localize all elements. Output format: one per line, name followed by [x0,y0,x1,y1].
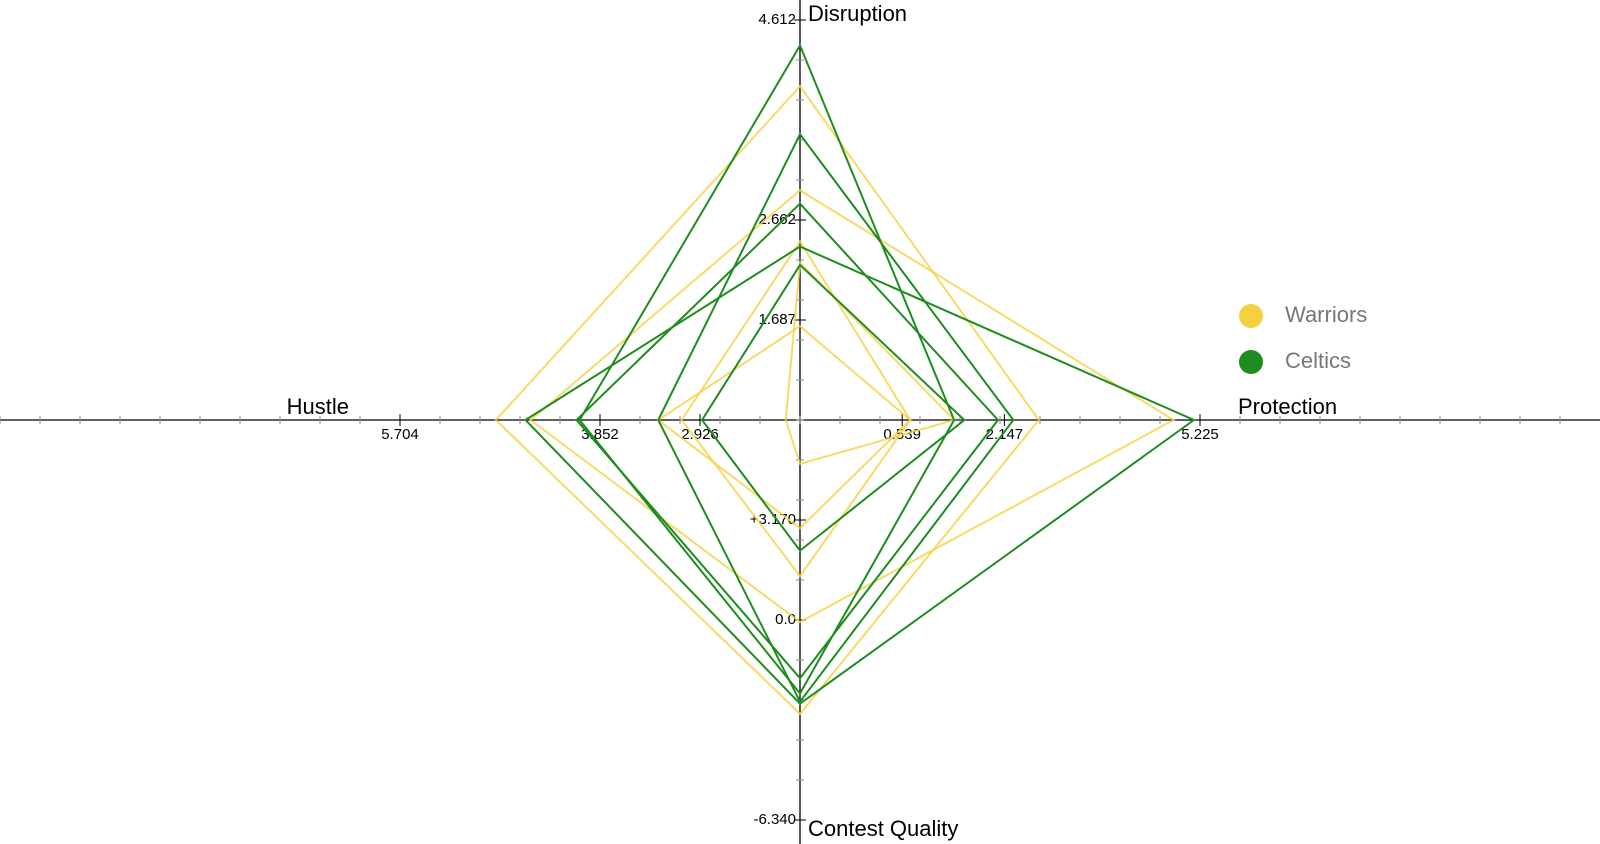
player-shape [700,263,966,553]
player-shape [523,245,1196,706]
legend-label: Warriors [1285,302,1367,327]
tick-label: 5.225 [1181,426,1219,443]
tick-label: 1.687 [758,311,796,328]
tick-label: 5.704 [381,426,419,443]
tick-label: 2.662 [758,211,796,228]
player-shape [784,260,957,466]
legend-label: Celtics [1285,348,1351,373]
axis-label: Hustle [287,394,349,419]
player-shape [494,84,1041,716]
legend-swatch [1239,350,1263,374]
tick-label: 3.852 [581,426,619,443]
legend-swatch [1239,304,1263,328]
tick-label: 4.612 [758,11,796,28]
tick-label: -6.340 [753,811,796,828]
tick-label: 0.0 [775,611,796,628]
axis-label: Disruption [808,1,907,26]
tick-label: 2.147 [986,426,1024,443]
axis-label: Protection [1238,394,1337,419]
axis-label: Contest Quality [808,816,958,841]
player-shape [528,189,1176,624]
player-shape [680,239,912,578]
player-shape [657,132,1015,704]
player-shape [656,324,912,530]
player-shape [575,202,1000,680]
player-shape [578,43,956,696]
